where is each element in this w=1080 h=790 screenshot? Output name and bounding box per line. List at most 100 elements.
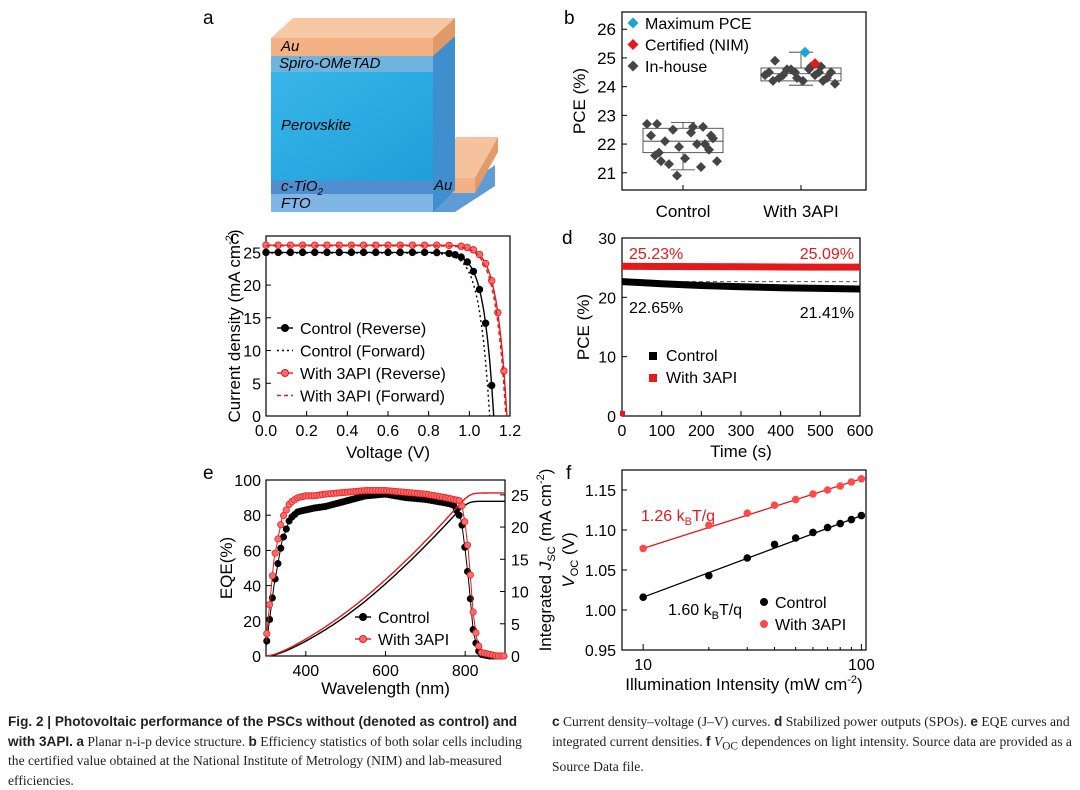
plot-frame [621, 469, 867, 651]
data-point-3api [770, 55, 780, 66]
box-iqr [642, 127, 724, 154]
voc-point [847, 478, 856, 486]
y-axis-label-sup: -2 [224, 235, 236, 245]
y-tick-label: 1.00 [585, 603, 616, 620]
y2-tick-label: 10 [511, 585, 529, 602]
caption-fig-number: Fig. 2 [8, 714, 44, 729]
x-tick-label: Control [656, 202, 711, 221]
jv-point [494, 308, 502, 317]
data-point-control [654, 147, 664, 158]
data-point-control [696, 162, 706, 173]
au-right-side [475, 137, 498, 193]
voc-point [770, 501, 779, 510]
y-tick-label: 20 [243, 614, 261, 631]
x-tick-label: 200 [688, 423, 715, 440]
y-axis-label: VOC (V) [559, 532, 581, 587]
legend-marker [760, 598, 768, 606]
legend-label: In-house [645, 59, 707, 76]
label-perovskite: Perovskite [281, 117, 351, 134]
y-tick-label: 10 [598, 350, 616, 367]
caption-e-text: EQE curves and integrated current densit… [552, 714, 1070, 749]
data-point-3api [782, 64, 792, 75]
y-tick-label: 21 [597, 164, 616, 183]
perovskite-layer [271, 72, 433, 180]
panel-c: c 0.0 0.2 0.4 0.6 0.8 1.0 1.2 0 5 10 15 20 25 Voltage… [224, 228, 521, 462]
jv-point [274, 248, 282, 257]
panel-e-label: e [203, 463, 214, 484]
caption-title: Photovoltaic performance of the PSCs wit… [8, 714, 518, 749]
voc-point [791, 495, 800, 504]
x-axis-label: Wavelength (nm) [321, 679, 450, 698]
spo-start-point [620, 411, 625, 416]
au-top-layer [271, 38, 433, 56]
label-au-top: Au [280, 38, 300, 55]
plot-frame [621, 11, 867, 191]
legend-label: Control (Reverse) [300, 321, 426, 338]
jv-point [445, 241, 453, 250]
x-tick-label: 300 [728, 423, 755, 440]
x-tick-label: 600 [372, 663, 399, 680]
y-tick-label: 1.10 [585, 523, 616, 540]
jv-point [372, 248, 380, 257]
y-axis-label-sub: OC [569, 560, 581, 577]
y-axis-label-end: ) [225, 229, 244, 235]
caption-a-text: Planar n-i-p device structure. [83, 733, 249, 749]
au-top-face [271, 18, 455, 38]
jv-point [433, 248, 441, 257]
eqe-point [279, 512, 288, 520]
x-axis-label-end: ) [857, 675, 863, 694]
eqe-point [466, 571, 474, 579]
label-spiro: Spiro-OMeTAD [279, 55, 381, 72]
x-tick-label: 100 [848, 657, 875, 674]
legend-label: With 3API (Reverse) [300, 366, 446, 383]
caption-separator: | [43, 714, 55, 729]
legend-label: With 3API (Forward) [300, 389, 445, 406]
y2-tick-label: 20 [511, 520, 529, 537]
y-axis-label: EQE(%) [217, 537, 236, 599]
eqe-point [464, 541, 472, 549]
y-tick-label: 25 [243, 245, 261, 262]
jv-point [469, 267, 478, 276]
data-point-control [692, 139, 702, 150]
fto-layer [271, 194, 433, 212]
eqe-point [472, 629, 480, 637]
y2-tick-label: 15 [511, 552, 529, 569]
jv-point [481, 319, 490, 327]
slope-end: T/q [692, 508, 715, 525]
eqe-point [455, 511, 463, 519]
legend-marker [627, 60, 639, 72]
eqe-point [282, 525, 290, 533]
legend-label: Control (Forward) [300, 344, 425, 361]
jv-curve-3 [266, 245, 507, 417]
data-point-control [656, 156, 666, 167]
slope-annotation: 1.26 kBT/q [641, 508, 715, 528]
x-tick-label: 800 [452, 663, 479, 680]
x-tick-label: 1.0 [458, 423, 480, 440]
legend-label: Maximum PCE [645, 16, 752, 33]
legend-marker [359, 613, 367, 621]
x-axis-label: Time (s) [710, 442, 772, 461]
voc-point [809, 528, 817, 537]
data-point-control [664, 159, 674, 170]
legend-label: Control [775, 595, 827, 612]
data-point-control [674, 141, 684, 152]
annotation-control-start: 22.65% [629, 300, 683, 317]
y-tick-label: 100 [234, 473, 261, 490]
slope-annotation: 1.60 kBT/q [668, 602, 742, 622]
data-point-control [668, 124, 678, 135]
panel-a: a Au Spiro-OMeTAD Perovskite c-TiO2 FTO … [203, 8, 498, 212]
panel-a-label: a [203, 8, 214, 29]
voc-point [639, 593, 647, 601]
jv-point [500, 367, 508, 375]
y2-label-unit: (mA cm [536, 484, 555, 546]
y2-label-end: ) [536, 469, 555, 475]
y-tick-label: 24 [597, 78, 616, 97]
data-point-3api [790, 67, 800, 78]
voc-point [857, 475, 866, 483]
data-point-3api [818, 75, 828, 86]
y2-tick-label: 0 [511, 649, 520, 666]
y-tick-label: 20 [243, 278, 261, 295]
eqe-point [469, 608, 477, 616]
data-point-control [652, 118, 662, 129]
voc-point [823, 523, 832, 532]
